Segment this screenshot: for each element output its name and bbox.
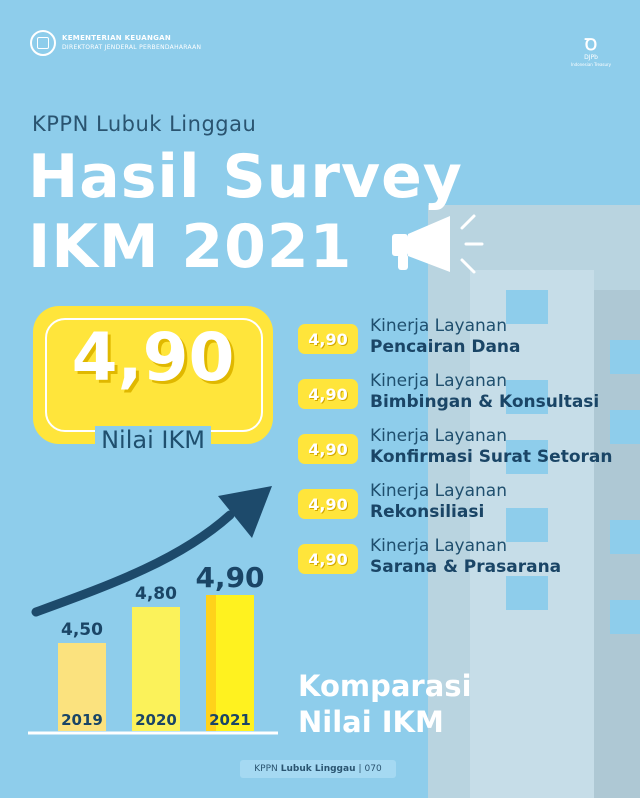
footer-number: 070 [364,764,382,774]
score-badge: 4,90 [298,489,358,519]
score-badge: 4,90 [298,324,358,354]
building-window [506,440,548,474]
bar-value-label: 4,80 [135,584,177,604]
bar-category-label: 2019 [61,711,103,729]
ministry-logo: KEMENTERIAN KEUANGAN DIREKTORAT JENDERAL… [30,30,201,56]
item-service: Rekonsiliasi [370,502,485,522]
score-label: Nilai IKM [33,426,273,454]
djpb-mark: DJPb [584,54,598,61]
bar-category-label: 2020 [135,711,177,729]
ministry-name: KEMENTERIAN KEUANGAN [62,34,172,42]
comparison-line-1: Komparasi [298,669,472,703]
footer-office: Lubuk Linggau [280,764,356,774]
building-window [610,520,640,554]
item-service: Konfirmasi Surat Setoran [370,447,613,467]
item-service: Bimbingan & Konsultasi [370,392,600,412]
item-category: Kinerja Layanan [370,426,507,446]
bar-2019 [58,643,106,731]
overall-score: 4,90 [71,319,235,396]
office-name: KPPN Lubuk Linggau [32,112,257,136]
comparison-heading: Komparasi Nilai IKM [298,668,472,740]
building-window [506,290,548,324]
score-card [33,306,273,444]
score-badge: 4,90 [298,434,358,464]
bar-shade [206,595,216,731]
megaphone-icon [392,214,484,274]
djpb-logo: Ꝺ DJPb Indonesian Treasury [568,36,614,68]
bar-value-label: 4,50 [61,620,103,640]
bar-value-label: 4,90 [195,561,264,594]
list-item: 4,90 Kinerja Layanan Rekonsiliasi [298,481,638,533]
comparison-line-2: Nilai IKM [298,705,444,739]
score-badge: 4,90 [298,379,358,409]
building-window [506,380,548,414]
score-badge: 4,90 [298,544,358,574]
djpb-emblem-icon: Ꝺ [584,35,598,54]
item-category: Kinerja Layanan [370,316,507,336]
title-line-2: IKM 2021 [28,212,353,282]
list-item: 4,90 Kinerja Layanan Bimbingan & Konsult… [298,371,638,423]
bar-2020 [132,607,180,731]
growth-arrow-head [218,486,272,538]
bar-2021 [206,595,254,731]
growth-arrow [31,510,235,617]
item-service: Sarana & Prasarana [370,557,562,577]
title-line-1: Hasil Survey [28,142,463,212]
footer-prefix: KPPN [254,764,278,774]
building-window [610,340,640,374]
building-window [506,576,548,610]
footer-tag: KPPN Lubuk Linggau | 070 [240,760,396,778]
building-window [610,410,640,444]
item-service: Pencairan Dana [370,337,521,357]
building-window [506,508,548,542]
list-item: 4,90 Kinerja Layanan Konfirmasi Surat Se… [298,426,638,478]
list-item: 4,90 Kinerja Layanan Pencairan Dana [298,316,638,368]
item-category: Kinerja Layanan [370,371,507,391]
djpb-tagline: Indonesian Treasury [570,62,612,67]
building-window [610,600,640,634]
list-item: 4,90 Kinerja Layanan Sarana & Prasarana [298,536,638,588]
item-category: Kinerja Layanan [370,536,507,556]
bar-category-label: 2021 [209,711,251,729]
page-title: Hasil Survey IKM 2021 [28,142,463,282]
ministry-seal-icon [30,30,56,56]
item-category: Kinerja Layanan [370,481,507,501]
directorate-name: DIREKTORAT JENDERAL PERBENDAHARAAN [62,44,202,51]
